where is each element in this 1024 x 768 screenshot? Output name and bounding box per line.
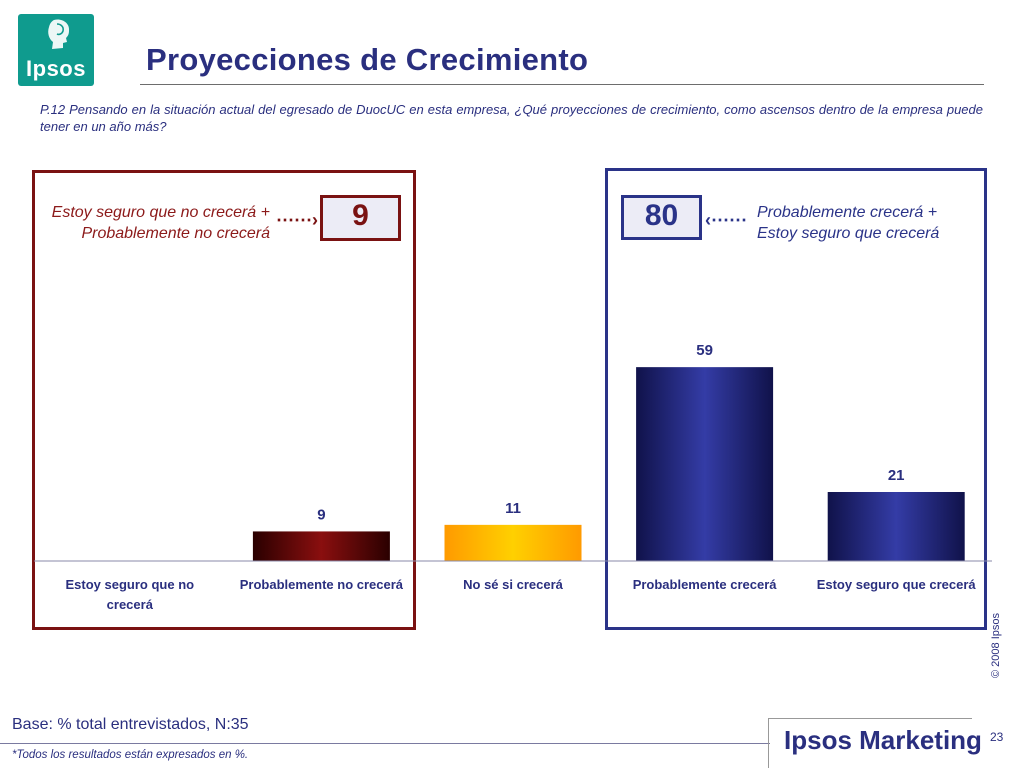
negative-group-frame	[32, 170, 416, 630]
head-silhouette-icon	[48, 19, 70, 49]
x-tick-label-0-1: crecerá	[107, 597, 154, 612]
negative-group-label: Estoy seguro que no crecerá + Probableme…	[51, 204, 270, 242]
brand-frame	[768, 718, 972, 768]
title-divider	[140, 84, 984, 85]
data-label-1: 9	[317, 506, 325, 523]
x-tick-label-1-0: Probablemente no crecerá	[240, 577, 404, 592]
x-tick-label-4-0: Estoy seguro que crecerá	[817, 577, 977, 592]
bar-1	[252, 531, 390, 561]
results-note: *Todos los resultados están expresados e…	[12, 749, 249, 761]
data-label-2: 11	[505, 500, 521, 517]
brand-name: Ipsos Marketing	[784, 725, 982, 755]
arrow-left-icon: ‹⋯⋯	[705, 210, 747, 230]
negative-total-box: 9	[320, 195, 401, 241]
bar-4	[827, 492, 965, 561]
x-tick-label-3-0: Probablemente crecerá	[633, 577, 778, 592]
data-label-3: 59	[696, 342, 713, 359]
footer-divider	[0, 743, 770, 744]
bar-3	[636, 367, 774, 561]
x-tick-label-0-0: Estoy seguro que no	[66, 577, 195, 592]
x-tick-label-2-0: No sé si crecerá	[463, 577, 564, 592]
data-label-4: 21	[888, 467, 905, 484]
base-note: Base: % total entrevistados, N:35	[12, 716, 249, 733]
bar-chart: 9 11 59 21 Estoy seguro que no crecerá Probab…	[34, 342, 992, 612]
copyright-text: © 2008 Ipsos	[990, 613, 1002, 678]
ipsos-logo: Ipsos	[18, 14, 94, 86]
arrow-right-icon: ⋯⋯›	[276, 210, 318, 230]
positive-group-frame	[605, 168, 987, 630]
survey-question: P.12 Pensando en la situación actual del…	[40, 102, 983, 134]
positive-group-label: Probablemente crecerá + Estoy seguro que…	[757, 204, 940, 242]
logo-text: Ipsos	[26, 56, 86, 81]
positive-total-box: 80	[621, 195, 702, 240]
bar-2	[444, 524, 582, 561]
page-title: Proyecciones de Crecimiento	[146, 42, 589, 77]
page-number: 23	[990, 730, 1004, 744]
